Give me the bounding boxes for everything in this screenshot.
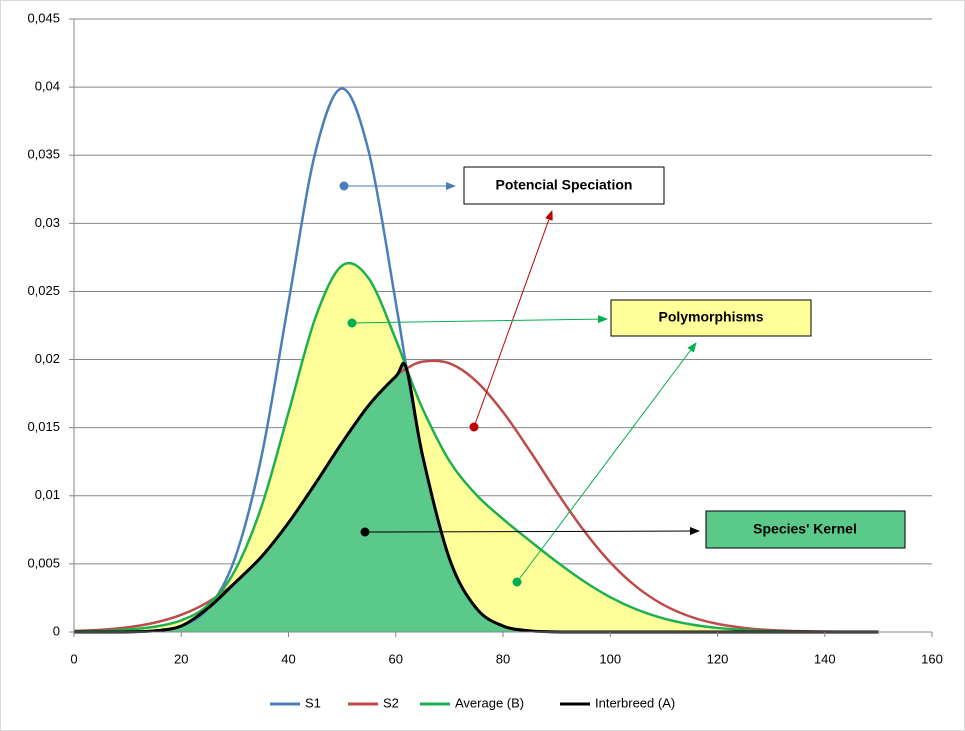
annotation-box	[463, 166, 665, 205]
x-tick-label: 140	[814, 651, 836, 666]
x-tick-label: 120	[707, 651, 729, 666]
arrow-dot	[360, 527, 370, 537]
arrow-dot	[339, 181, 349, 191]
y-tick-label: 0,04	[35, 79, 60, 94]
y-tick-label: 0,025	[27, 283, 60, 298]
arrow-dot	[347, 318, 357, 328]
x-tick-label: 40	[281, 651, 295, 666]
arrow	[351, 315, 608, 324]
annotation-text: Potencial Speciation	[496, 177, 633, 193]
line	[73, 261, 879, 634]
x-tick-label: 20	[174, 651, 188, 666]
y-tick-label: 0,045	[27, 10, 60, 25]
arrow	[516, 342, 697, 583]
arrow	[473, 210, 553, 428]
y-tick-label: 0,01	[35, 487, 60, 502]
annotations: Potencial Speciation Polymorphisms Speci…	[339, 166, 906, 587]
x-tick-label: 0	[70, 651, 77, 666]
arrow-dot	[512, 577, 522, 587]
y-tick-label: 0,005	[27, 555, 60, 570]
y-tick-label: 0	[53, 623, 60, 638]
area	[74, 363, 879, 633]
arrow	[364, 527, 700, 536]
legend-label: Average (B)	[455, 695, 524, 710]
x-tick-label: 100	[599, 651, 621, 666]
x-tick-label: 80	[496, 651, 510, 666]
annotation-text: Species' Kernel	[753, 521, 857, 537]
x-tick-label: 60	[389, 651, 403, 666]
annotation-box	[705, 510, 906, 549]
y-tick-label: 0,03	[35, 215, 60, 230]
legend-label: S1	[305, 695, 321, 710]
annotation-text: Polymorphisms	[658, 309, 763, 325]
y-tick-label: 0,035	[27, 147, 60, 162]
line	[73, 359, 879, 634]
x-tick-label: 160	[921, 651, 943, 666]
annotation-box	[610, 299, 812, 337]
arrow-dot	[469, 422, 479, 432]
legend-label: Interbreed (A)	[595, 695, 675, 710]
legend: S1 S2 Average (B) Interbreed (A)	[270, 695, 675, 710]
y-tick-label: 0,015	[27, 419, 60, 434]
legend-label: S2	[383, 695, 399, 710]
y-tick-label: 0,02	[35, 351, 60, 366]
